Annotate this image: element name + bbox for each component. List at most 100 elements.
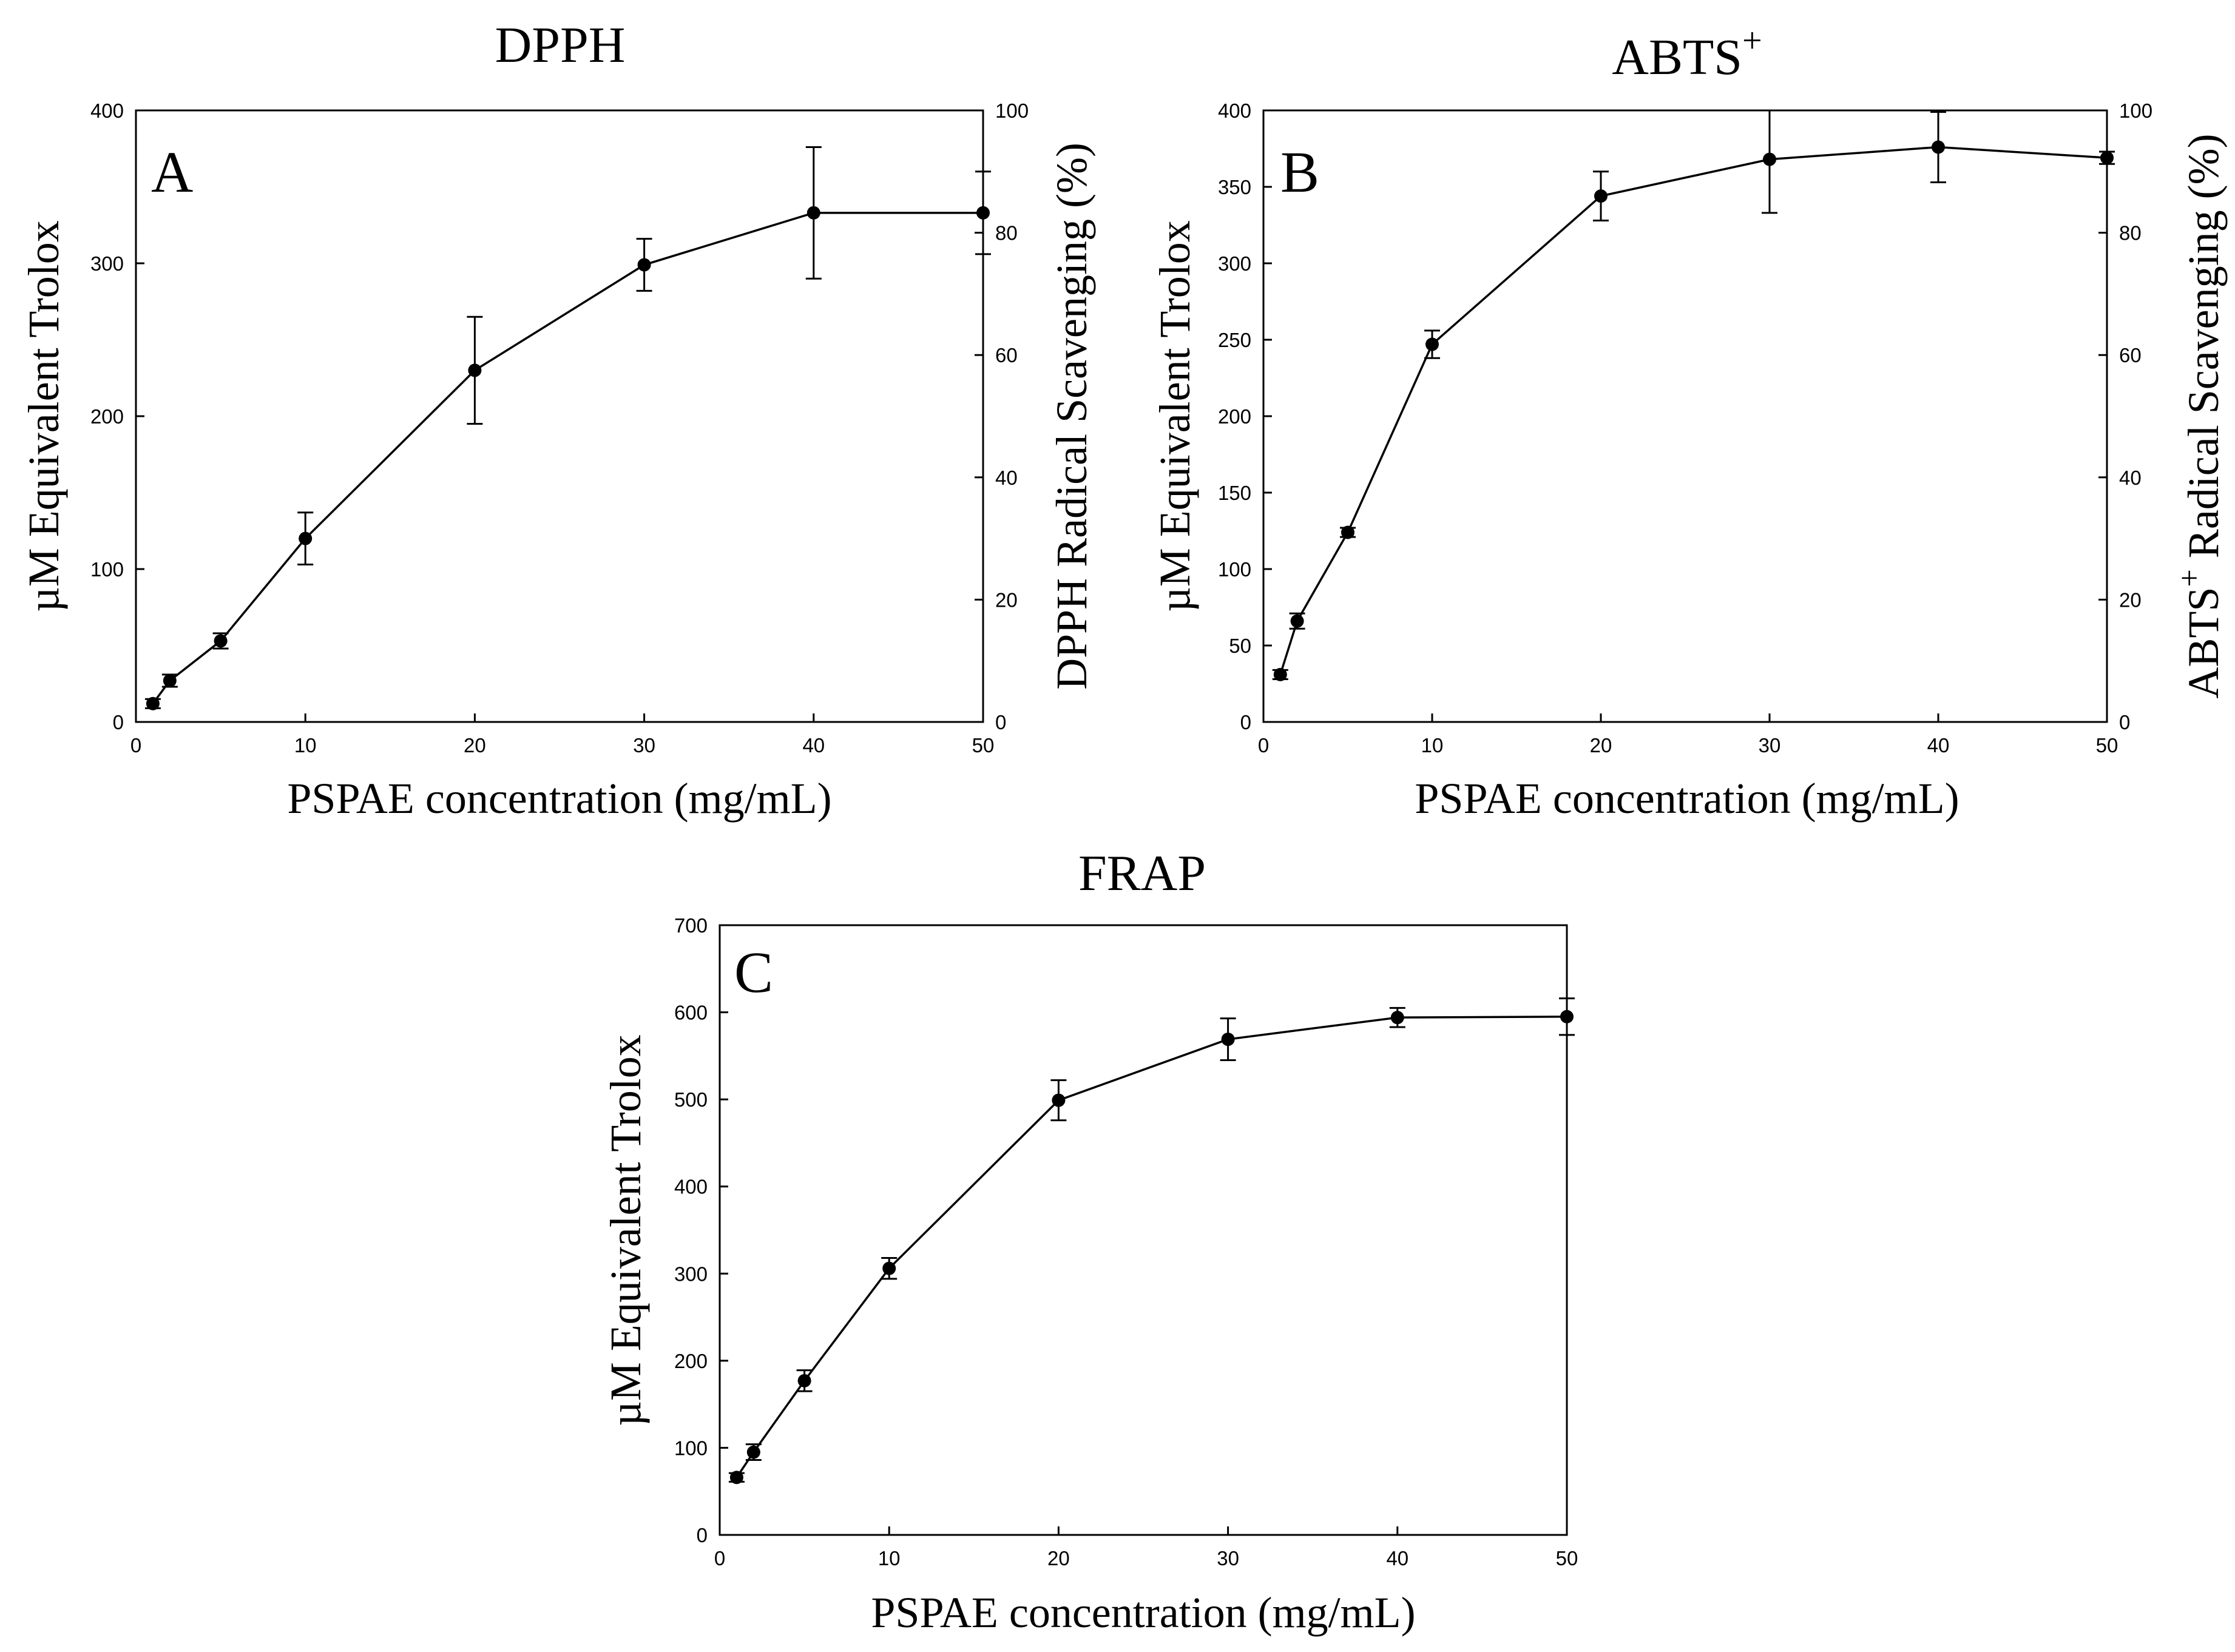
y-tick-label: 50 (1229, 635, 1251, 657)
panel-a-y2-ticks: 0 20 40 60 80 100 (975, 99, 1029, 733)
y-tick-label: 300 (90, 252, 124, 275)
panel-a-y2-axis-title: DPPH Radical Scavenging (%) (1047, 143, 1096, 690)
data-point (637, 258, 651, 272)
panel-b-y2-axis-title-rest: Radical Scavenging (%) (2179, 133, 2228, 569)
y-tick-label: 100 (674, 1437, 708, 1459)
y-tick-label: 200 (674, 1350, 708, 1372)
panel-a-x-axis-title: PSPAE concentration (mg/mL) (287, 774, 831, 823)
series-line (735, 1016, 1567, 1478)
data-point (976, 206, 990, 220)
data-point (882, 1261, 896, 1275)
panel-b-y2-axis-title: ABTS+ Radical Scavenging (%) (2172, 133, 2228, 698)
panel-a-y-axis-title: µM Equivalent Trolox (19, 220, 68, 612)
x-tick-label: 20 (464, 734, 486, 757)
panel-b-panel-label: B (1280, 140, 1319, 204)
data-point (1290, 614, 1304, 628)
panel-c-series (728, 997, 1575, 1485)
y-tick-label: 400 (1218, 99, 1251, 122)
y-tick-label: 100 (90, 558, 124, 581)
y2-tick-label: 80 (995, 222, 1018, 244)
data-point (299, 531, 313, 545)
panel-b-x-ticks: 0 10 20 30 40 50 (1258, 713, 2118, 757)
data-point (1560, 1010, 1574, 1023)
x-tick-label: 50 (2096, 734, 2118, 757)
y2-tick-label: 100 (2119, 99, 2152, 122)
panel-a-title: DPPH (495, 17, 626, 73)
y2-tick-label: 20 (2119, 588, 2142, 611)
data-point (468, 363, 482, 377)
data-point (214, 634, 228, 648)
data-point (146, 696, 160, 710)
data-point (797, 1374, 811, 1387)
panel-c-panel-label: C (734, 940, 773, 1005)
panel-c-y-axis-title: µM Equivalent Trolox (601, 1034, 650, 1426)
data-point (1932, 140, 1945, 154)
y-tick-label: 0 (697, 1524, 708, 1546)
y-tick-label: 250 (1218, 329, 1251, 351)
y2-tick-label: 0 (995, 711, 1006, 733)
x-tick-label: 30 (1217, 1547, 1239, 1569)
x-tick-label: 0 (130, 734, 141, 757)
x-tick-label: 10 (294, 734, 317, 757)
panel-b-y-ticks: 0 50 100 150 200 250 300 350 400 (1218, 99, 1272, 733)
x-tick-label: 40 (802, 734, 825, 757)
panel-b-y2-ticks: 0 20 40 60 80 100 (2098, 99, 2152, 733)
panel-c-x-ticks: 0 10 20 30 40 50 (714, 1526, 1578, 1569)
panel-b-axes-frame (1262, 109, 2108, 723)
data-point (1273, 667, 1287, 681)
y2-tick-label: 100 (995, 99, 1029, 122)
panel-b-y2-axis-title-sup: + (2172, 569, 2207, 587)
data-point (806, 206, 820, 220)
panel-c-axes-frame (719, 924, 1568, 1536)
panel-b-y-axis-title: µM Equivalent Trolox (1151, 220, 1199, 612)
panel-a-plot-area: A 0 10 20 30 40 50 0 100 200 300 400 0 20 40 60 80 100 (90, 99, 1029, 757)
panel-c: FRAP C 0 10 20 30 40 50 0 100 200 300 400 500 600 70… (601, 845, 1578, 1637)
data-point (1390, 1011, 1404, 1025)
y2-tick-label: 40 (995, 467, 1018, 489)
y2-tick-label: 40 (2119, 467, 2142, 489)
panel-a: DPPH A 0 10 20 30 40 50 0 100 200 300 400 0 20 40 60… (19, 17, 1096, 823)
y-tick-label: 350 (1218, 176, 1251, 198)
x-tick-label: 30 (1759, 734, 1781, 757)
x-tick-label: 10 (1421, 734, 1444, 757)
panel-c-plot-area: C 0 10 20 30 40 50 0 100 200 300 400 500 600 700 (674, 914, 1578, 1569)
panel-a-panel-label: A (151, 140, 193, 204)
panel-a-x-ticks: 0 10 20 30 40 50 (130, 713, 994, 757)
y2-tick-label: 60 (995, 344, 1018, 366)
data-point (1221, 1033, 1235, 1047)
panel-c-title: FRAP (1078, 845, 1206, 902)
y-tick-label: 150 (1218, 482, 1251, 504)
panel-b-x-axis-title: PSPAE concentration (mg/mL) (1415, 774, 1959, 823)
data-point (2100, 151, 2114, 165)
y-tick-label: 200 (90, 405, 124, 428)
data-point (729, 1471, 743, 1485)
panel-c-x-axis-title: PSPAE concentration (mg/mL) (871, 1588, 1415, 1637)
y-tick-label: 400 (90, 99, 124, 122)
panel-b-y2-axis-title-text: ABTS (2179, 587, 2228, 699)
panel-b-title-sup: + (1742, 21, 1762, 60)
panel-c-y-ticks: 0 100 200 300 400 500 600 700 (674, 914, 728, 1546)
data-point (746, 1445, 760, 1459)
data-point (1763, 152, 1776, 166)
panel-b-title: ABTS+ (1612, 21, 1762, 86)
y-tick-label: 0 (1240, 711, 1251, 733)
data-point (163, 673, 177, 687)
y2-tick-label: 0 (2119, 711, 2130, 733)
data-point (1052, 1093, 1066, 1107)
series-line (152, 212, 983, 704)
x-tick-label: 0 (714, 1547, 725, 1569)
x-tick-label: 20 (1590, 734, 1612, 757)
x-tick-label: 40 (1927, 734, 1950, 757)
data-point (1425, 337, 1439, 351)
y-tick-label: 300 (674, 1263, 708, 1285)
y2-tick-label: 20 (995, 588, 1018, 611)
x-tick-label: 30 (633, 734, 655, 757)
data-point (1341, 525, 1354, 539)
y-tick-label: 100 (1218, 558, 1251, 581)
y-tick-label: 400 (674, 1176, 708, 1198)
y-tick-label: 300 (1218, 252, 1251, 275)
panel-b: ABTS+ B 0 10 20 30 40 50 05010015020025030035… (1151, 21, 2228, 823)
x-tick-label: 20 (1047, 1547, 1070, 1569)
x-tick-label: 0 (1258, 734, 1269, 757)
